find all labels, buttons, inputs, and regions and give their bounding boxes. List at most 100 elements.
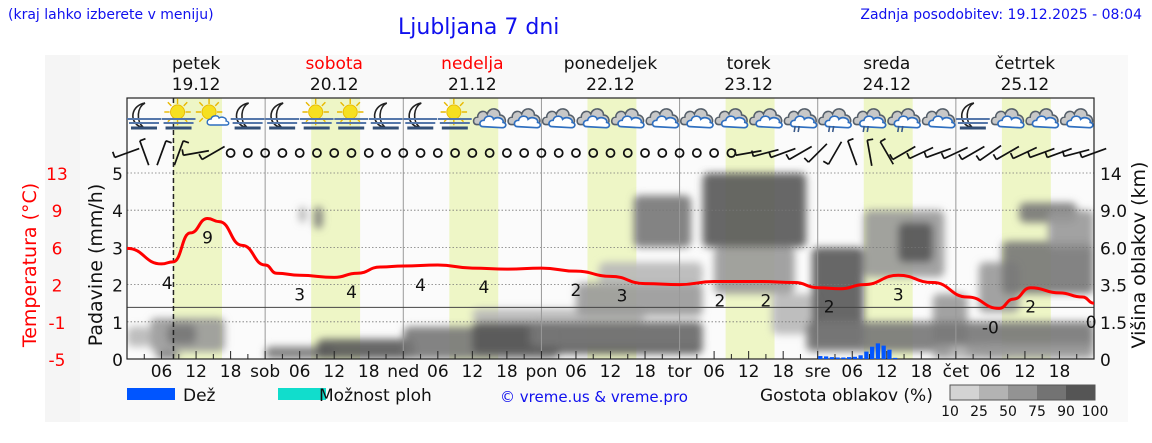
wind-barb-icon <box>1061 148 1090 158</box>
cloud-density-cell <box>314 206 323 229</box>
x-tick-label-hour: 12 <box>876 362 898 382</box>
calm-wind-icon <box>588 148 599 158</box>
calm-wind-icon <box>605 148 616 158</box>
temp-tick-label: 13 <box>46 165 68 185</box>
cloud-density-cell <box>155 351 179 359</box>
temperature-label: 4 <box>346 283 357 303</box>
last-updated: Zadnja posodobitev: 19.12.2025 - 08:04 <box>860 7 1142 23</box>
wind-barb-icon <box>181 149 210 157</box>
calm-wind-icon <box>640 148 650 158</box>
temperature-label: 3 <box>617 286 628 306</box>
x-tick-label-hour: 06 <box>565 362 587 382</box>
x-tick-label-day: pon <box>525 362 557 382</box>
cloud-density-cell <box>771 293 818 335</box>
rain-swatch <box>127 388 175 400</box>
x-tick-label-hour: 18 <box>1049 362 1071 382</box>
x-tick-label-hour: 12 <box>738 362 760 382</box>
temp-tick-label: 2 <box>52 277 63 297</box>
x-tick-label-hour: 12 <box>600 362 622 382</box>
x-tick-label-day: sob <box>250 362 280 382</box>
density-step-label: 100 <box>1082 404 1109 420</box>
cloud-density-cell <box>1001 241 1094 294</box>
temperature-label: 2 <box>571 281 582 301</box>
cloud-density-cell <box>316 339 415 359</box>
calm-wind-icon <box>709 148 720 158</box>
cloud-height-tick-label: 3.5 <box>1100 277 1127 297</box>
cloud-density-cell <box>633 195 692 248</box>
calm-wind-icon <box>571 148 581 158</box>
temp-tick-label: -5 <box>49 351 66 371</box>
x-tick-label-hour: 06 <box>427 362 449 382</box>
temperature-label: 2 <box>760 292 771 312</box>
cloud-height-tick-label: 1.5 <box>1100 314 1127 334</box>
rain-bar <box>846 357 852 359</box>
day-date: 21.12 <box>448 75 497 95</box>
calm-wind-icon <box>501 148 512 158</box>
rain-bar <box>858 355 863 359</box>
temperature-label: 0 <box>1086 313 1097 333</box>
x-tick-label-hour: 06 <box>289 362 311 382</box>
rain-bar <box>881 345 886 359</box>
calm-wind-icon <box>312 148 322 158</box>
temperature-line <box>126 216 1095 310</box>
density-step-label: 75 <box>1028 404 1046 420</box>
cloud-density-cell <box>299 206 306 223</box>
cloud-drizzle-icon <box>887 108 922 133</box>
temp-tick-label: -1 <box>49 314 66 334</box>
cloud-density-cell <box>714 247 795 294</box>
rain-bar <box>841 357 846 359</box>
wind-barb-icon <box>173 139 190 166</box>
temperature-label: 2 <box>824 298 835 318</box>
cloud-drizzle-icon <box>818 108 852 133</box>
wind-barb-icon <box>111 147 140 159</box>
density-scale-frame <box>949 384 1096 401</box>
rain-bar <box>887 349 892 359</box>
day-name: torek <box>727 54 771 74</box>
calm-wind-icon <box>242 148 253 158</box>
wind-barb-icon <box>906 146 934 160</box>
temperature-label: 9 <box>202 228 213 248</box>
cloud-height-tick-label: 9.0 <box>1100 202 1127 222</box>
temp-tick-label: 9 <box>52 202 63 222</box>
calm-wind-icon <box>691 148 702 158</box>
temperature-label: 3 <box>294 285 305 305</box>
calm-wind-icon <box>536 148 547 158</box>
wind-barb-icon <box>785 145 813 161</box>
calm-wind-icon <box>346 148 357 158</box>
density-step-label: 90 <box>1057 404 1075 420</box>
location-hint: (kraj lahko izberete v meniju) <box>8 7 214 23</box>
x-tick-label-hour: 18 <box>772 362 794 382</box>
precip-tick-label: 2 <box>112 277 123 297</box>
x-tick-label-day: sre <box>805 362 831 382</box>
x-tick-label-day: ned <box>387 362 419 382</box>
precip-tick-label: 0 <box>112 351 123 371</box>
cloud-height-tick-label: 14 <box>1100 165 1122 185</box>
rain-bar <box>823 356 829 359</box>
day-date: 25.12 <box>1001 75 1050 95</box>
copyright-link[interactable]: © vreme.us & vreme.pro <box>500 388 688 406</box>
x-tick-label-hour: 18 <box>911 362 933 382</box>
wind-barb-icon <box>958 145 985 161</box>
x-tick-label-hour: 06 <box>151 362 173 382</box>
x-tick-label-day: čet <box>943 362 970 382</box>
wind-barb-icon <box>1078 147 1107 159</box>
day-name: nedelja <box>441 54 503 74</box>
precip-tick-label: 3 <box>112 239 123 259</box>
rain-bar <box>864 351 869 359</box>
wind-barb-icon <box>847 137 858 166</box>
wind-barb-icon <box>879 138 895 165</box>
day-date: 19.12 <box>172 75 221 95</box>
x-tick-label-hour: 12 <box>323 362 345 382</box>
temperature-label: 4 <box>162 274 173 294</box>
x-tick-label-hour: 18 <box>634 362 656 382</box>
x-tick-label-hour: 06 <box>703 362 725 382</box>
calm-wind-icon <box>657 148 668 158</box>
calm-wind-icon <box>519 148 530 158</box>
calm-wind-icon <box>398 148 409 158</box>
calm-wind-icon <box>622 148 633 158</box>
rain-legend-label: Dež <box>183 386 216 406</box>
cloud-height-axis-label: Višina oblakov (km) <box>1128 162 1150 349</box>
density-swatch <box>1066 385 1095 400</box>
calm-wind-icon <box>363 148 374 158</box>
